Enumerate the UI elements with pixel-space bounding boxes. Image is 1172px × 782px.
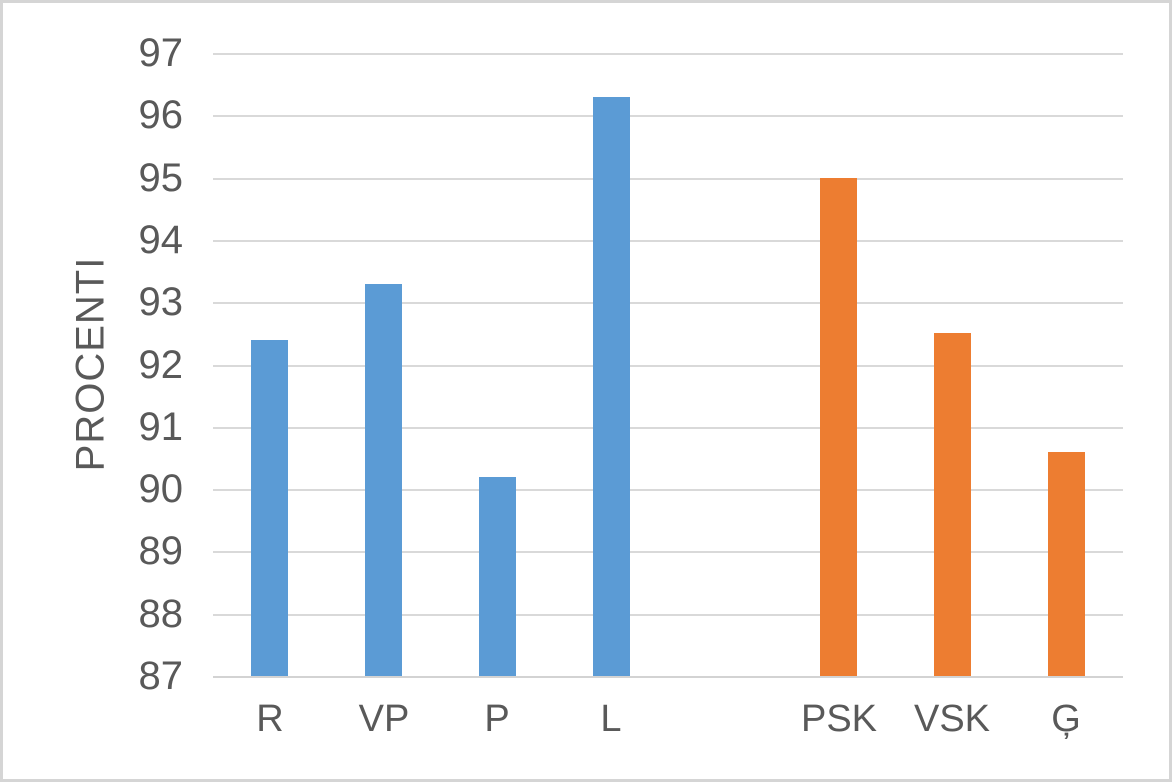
x-tick-label-Ģ: Ģ (1051, 698, 1081, 740)
x-tick-label-VP: VP (358, 698, 410, 740)
y-tick-label-97: 97 (138, 31, 184, 75)
gridline-92 (213, 365, 1123, 367)
x-tick-label-VSK: VSK (913, 698, 991, 740)
y-tick-label-92: 92 (138, 343, 184, 387)
gridline-97 (213, 53, 1123, 55)
x-tick-label-R: R (256, 698, 284, 740)
gridline-91 (213, 427, 1123, 429)
bar-VSK (934, 333, 971, 676)
y-tick-label-88: 88 (138, 592, 184, 636)
gridline-88 (213, 614, 1123, 616)
y-tick-label-89: 89 (138, 529, 184, 573)
gridline-90 (213, 489, 1123, 491)
y-tick-label-95: 95 (138, 156, 184, 200)
x-tick-label-P: P (484, 698, 510, 740)
x-tick-label-PSK: PSK (800, 698, 878, 740)
y-tick-label-93: 93 (138, 280, 184, 324)
y-tick-label-87: 87 (138, 654, 184, 698)
y-tick-label-96: 96 (138, 93, 184, 137)
x-tick-label-L: L (600, 698, 622, 740)
gridline-93 (213, 302, 1123, 304)
plot-area (213, 53, 1123, 678)
bar-VP (365, 284, 402, 676)
bar-L (593, 97, 630, 676)
y-tick-label-90: 90 (138, 467, 184, 511)
gridline-95 (213, 178, 1123, 180)
x-axis-line (213, 676, 1123, 678)
y-tick-label-91: 91 (138, 405, 184, 449)
y-tick-label-94: 94 (138, 218, 184, 262)
bar-P (479, 477, 516, 676)
gridline-89 (213, 551, 1123, 553)
bar-PSK (820, 178, 857, 676)
gridline-96 (213, 115, 1123, 117)
bar-R (251, 340, 288, 676)
bar-Ģ (1048, 452, 1085, 676)
gridline-94 (213, 240, 1123, 242)
